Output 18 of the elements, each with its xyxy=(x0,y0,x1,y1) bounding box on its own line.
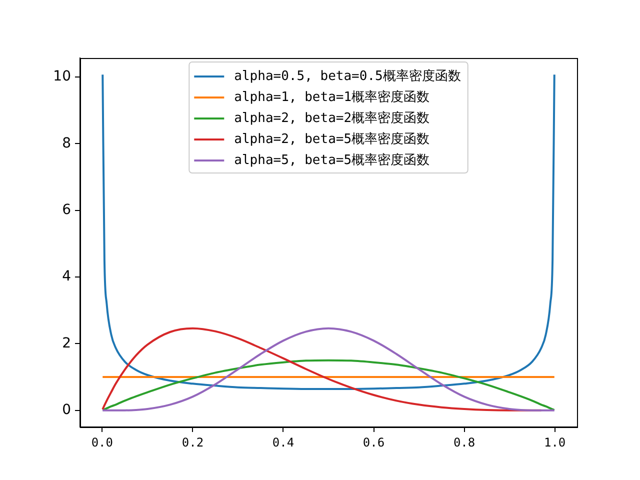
legend-label: alpha=1, beta=1概率密度函数 xyxy=(234,88,430,105)
x-tick-label: 0.4 xyxy=(272,435,294,450)
legend-label: alpha=5, beta=5概率密度函数 xyxy=(234,152,430,168)
x-tick-label: 0.2 xyxy=(182,435,204,450)
y-tick-label: 0 xyxy=(62,402,71,418)
y-tick-label: 2 xyxy=(62,335,71,352)
line-series xyxy=(102,359,556,411)
y-tick-label: 4 xyxy=(62,268,72,285)
y-tick-label: 10 xyxy=(53,68,71,85)
x-tick-label: 0.6 xyxy=(362,435,385,450)
legend-label: alpha=2, beta=5概率密度函数 xyxy=(234,130,430,147)
legend-label: alpha=2, beta=2概率密度函数 xyxy=(234,110,430,126)
x-tick-label: 0.0 xyxy=(91,435,114,450)
y-tick-label: 8 xyxy=(62,135,71,152)
x-tick-label: 0.8 xyxy=(453,435,476,450)
legend-label: alpha=0.5, beta=0.5概率密度函数 xyxy=(234,68,461,84)
x-tick-label: 1.0 xyxy=(544,435,566,450)
y-tick-label: 6 xyxy=(62,202,72,218)
